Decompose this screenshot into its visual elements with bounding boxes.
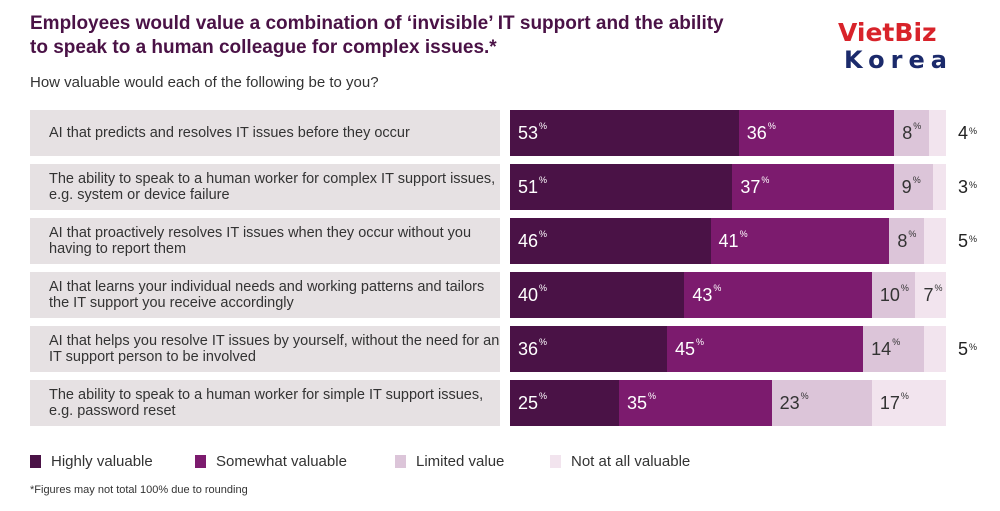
bar-segment-not-at-all — [928, 110, 946, 156]
category-label: AI that proactively resolves IT issues w… — [30, 218, 500, 264]
bar-segment-highly: 53% — [510, 110, 739, 156]
data-label: 36% — [746, 120, 776, 143]
stacked-bar: 46% 41% 8% — [510, 218, 946, 264]
data-label: 5% — [958, 338, 978, 359]
bar-segment-not-at-all — [924, 326, 946, 372]
stacked-bar: 53% 36% 8% — [510, 110, 946, 156]
bar-segment-limited: 8% — [889, 218, 925, 264]
legend-swatch — [395, 454, 406, 468]
footnote: *Figures may not total 100% due to round… — [30, 484, 248, 496]
data-label: 14% — [871, 336, 901, 359]
legend-label: Not at all valuable — [571, 452, 691, 470]
data-label: 23% — [779, 390, 809, 413]
legend-label: Highly valuable — [51, 452, 153, 470]
stacked-bar: 51% 37% 9% — [510, 164, 946, 210]
data-label: 46% — [518, 228, 548, 251]
data-label: 53% — [518, 120, 548, 143]
chart-row: AI that predicts and resolves IT issues … — [30, 110, 990, 156]
bar-segment-highly: 40% — [510, 272, 685, 318]
logo-line-2: Korea — [844, 46, 953, 74]
chart-row: AI that learns your individual needs and… — [30, 272, 990, 318]
brand-logo: VietBiz Korea — [838, 18, 968, 78]
legend-label: Somewhat valuable — [216, 452, 347, 470]
data-label: 35% — [627, 390, 657, 413]
data-label: 40% — [518, 282, 548, 305]
chart-title: Employees would value a combination of ‘… — [30, 13, 724, 58]
bar-segment-somewhat: 41% — [710, 218, 890, 264]
bar-segment-limited: 10% — [871, 272, 916, 318]
data-label: 41% — [718, 228, 748, 251]
stacked-bar: 25% 35% 23% 17% — [510, 380, 946, 426]
category-label: AI that predicts and resolves IT issues … — [30, 110, 500, 156]
legend-label: Limited value — [416, 452, 505, 470]
legend-item: Somewhat valuable — [195, 452, 347, 470]
data-label: 9% — [901, 174, 921, 197]
bar-segment-somewhat: 45% — [666, 326, 864, 372]
bar-segment-limited: 23% — [771, 380, 872, 426]
legend-item: Limited value — [395, 452, 504, 470]
bar-segment-limited: 8% — [894, 110, 929, 156]
legend-swatch — [550, 454, 561, 468]
category-label: AI that learns your individual needs and… — [30, 272, 500, 318]
data-label: 43% — [692, 282, 722, 305]
bar-segment-somewhat: 35% — [619, 380, 772, 426]
data-label: 4% — [958, 122, 978, 143]
chart-row: AI that helps you resolve IT issues by y… — [30, 326, 990, 372]
bar-segment-somewhat: 36% — [738, 110, 895, 156]
data-label: 36% — [518, 336, 548, 359]
category-label: The ability to speak to a human worker f… — [30, 380, 500, 426]
legend-item: Highly valuable — [30, 452, 153, 470]
data-label: 10% — [879, 282, 909, 305]
legend-swatch — [30, 454, 41, 468]
logo-line-1: VietBiz — [838, 18, 937, 47]
bar-segment-highly: 25% — [510, 380, 619, 426]
bar-segment-not-at-all — [924, 218, 946, 264]
data-label: 8% — [902, 120, 922, 143]
category-label: AI that helps you resolve IT issues by y… — [30, 326, 500, 372]
bar-segment-highly: 46% — [510, 218, 711, 264]
bar-segment-somewhat: 37% — [732, 164, 894, 210]
chart-row: The ability to speak to a human worker f… — [30, 164, 990, 210]
legend-swatch — [195, 454, 206, 468]
chart-subtitle: How valuable would each of the following… — [30, 74, 379, 91]
legend-item: Not at all valuable — [550, 452, 690, 470]
data-label: 3% — [958, 176, 978, 197]
bar-segment-limited: 9% — [893, 164, 933, 210]
chart-row: The ability to speak to a human worker f… — [30, 380, 990, 426]
data-label: 8% — [897, 228, 917, 251]
bar-segment-not-at-all: 7% — [915, 272, 946, 318]
data-label: 5% — [958, 230, 978, 251]
bar-segment-limited: 14% — [863, 326, 925, 372]
data-label: 7% — [923, 282, 943, 305]
chart-row: AI that proactively resolves IT issues w… — [30, 218, 990, 264]
bar-segment-highly: 36% — [510, 326, 667, 372]
stacked-bar: 40% 43% 10% 7% — [510, 272, 946, 318]
data-label: 51% — [518, 174, 548, 197]
data-label: 25% — [518, 390, 548, 413]
bar-segment-not-at-all: 17% — [871, 380, 946, 426]
bar-segment-somewhat: 43% — [684, 272, 872, 318]
data-label: 45% — [674, 336, 704, 359]
bar-segment-not-at-all — [932, 164, 946, 210]
data-label: 17% — [879, 390, 909, 413]
stacked-bar: 36% 45% 14% — [510, 326, 946, 372]
category-label: The ability to speak to a human worker f… — [30, 164, 500, 210]
data-label: 37% — [740, 174, 770, 197]
bar-segment-highly: 51% — [510, 164, 733, 210]
